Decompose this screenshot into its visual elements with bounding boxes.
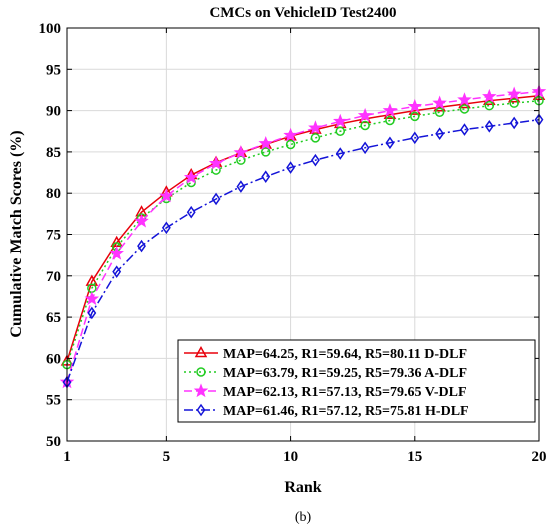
- data-point: [258, 135, 274, 150]
- data-point: [509, 98, 519, 108]
- series-line: [66, 94, 540, 362]
- data-point: [161, 221, 171, 235]
- data-point: [506, 86, 522, 101]
- y-tick-label: 55: [46, 393, 61, 409]
- data-point: [357, 107, 373, 122]
- y-tick-label: 95: [46, 62, 61, 78]
- x-tick-label: 20: [532, 449, 547, 465]
- legend-marker: [193, 383, 209, 398]
- data-point: [435, 127, 445, 141]
- data-point: [432, 95, 447, 110]
- data-point: [382, 102, 398, 117]
- y-tick-label: 75: [46, 228, 61, 244]
- data-point: [360, 141, 370, 155]
- series-line: [66, 99, 540, 365]
- data-point: [310, 133, 321, 143]
- legend-entry: MAP=63.79, R1=59.25, R5=79.36 A-DLF: [184, 366, 467, 381]
- data-point: [482, 88, 497, 103]
- legend-marker: [194, 345, 208, 358]
- data-point: [186, 205, 196, 219]
- legend-entry: MAP=61.46, R1=57.12, R5=75.81 H-DLF: [184, 403, 469, 419]
- legend-label: MAP=61.46, R1=57.12, R5=75.81 H-DLF: [223, 404, 469, 419]
- data-point: [484, 100, 495, 111]
- y-tick-label: 85: [46, 145, 61, 161]
- data-point: [460, 123, 469, 136]
- legend-label: MAP=62.13, R1=57.13, R5=79.65 V-DLF: [223, 385, 467, 400]
- data-point: [385, 115, 395, 126]
- data-point: [233, 145, 249, 159]
- y-tick-label: 90: [46, 104, 61, 120]
- data-point: [308, 120, 323, 135]
- data-point: [385, 136, 395, 150]
- x-tick-label: 5: [163, 449, 171, 465]
- legend-label: MAP=64.25, R1=59.64, R5=80.11 D-DLF: [223, 347, 467, 362]
- series-1: [62, 95, 544, 370]
- legend-label: MAP=63.79, R1=59.25, R5=79.36 A-DLF: [223, 366, 467, 381]
- y-tick-label: 50: [46, 434, 61, 450]
- y-tick-label: 100: [39, 21, 62, 37]
- data-point: [84, 291, 100, 306]
- data-point: [335, 126, 346, 136]
- legend: MAP=64.25, R1=59.64, R5=80.11 D-DLF MAP=6…: [177, 339, 536, 423]
- series-3: [62, 113, 544, 389]
- data-point: [459, 104, 470, 114]
- data-point: [410, 131, 420, 145]
- y-tick-label: 60: [46, 351, 61, 367]
- data-point: [410, 111, 420, 122]
- data-point: [407, 98, 423, 113]
- x-tick-label: 1: [63, 449, 71, 465]
- data-point: [159, 188, 174, 203]
- data-point: [360, 120, 370, 131]
- data-point: [236, 155, 246, 165]
- series-layer: [59, 83, 547, 389]
- legend-entry: MAP=62.13, R1=57.13, R5=79.65 V-DLF: [184, 383, 467, 400]
- data-point: [87, 306, 97, 320]
- data-point: [134, 213, 149, 228]
- data-point: [208, 155, 224, 170]
- data-point: [434, 107, 445, 118]
- y-tick-label: 70: [46, 269, 61, 285]
- legend-marker: [196, 403, 206, 417]
- chart-title: CMCs on VehicleID Test2400: [209, 5, 396, 21]
- data-point: [286, 161, 295, 174]
- x-tick-label: 10: [283, 449, 298, 465]
- data-point: [112, 265, 122, 278]
- legend-marker: [196, 367, 206, 377]
- legend-entry: MAP=64.25, R1=59.64, R5=80.11 D-DLF: [184, 345, 467, 362]
- data-point: [283, 127, 298, 142]
- data-point: [85, 274, 99, 286]
- data-point: [236, 180, 246, 193]
- data-point: [261, 170, 271, 183]
- y-tick-label: 80: [46, 186, 61, 202]
- legend-box: [177, 339, 536, 423]
- y-tick-label: 65: [46, 310, 61, 326]
- data-point: [109, 245, 124, 260]
- series-line: [66, 90, 540, 383]
- figure-caption: (b): [295, 510, 312, 525]
- data-point: [311, 153, 320, 167]
- x-axis-label: Rank: [284, 479, 321, 496]
- data-point: [509, 116, 519, 130]
- data-point: [457, 92, 472, 107]
- data-point: [211, 192, 221, 206]
- data-point: [335, 147, 345, 160]
- y-axis-label: Cumulative Match Scores (%): [8, 130, 25, 337]
- data-point: [285, 139, 296, 150]
- series-line: [66, 118, 540, 383]
- data-point: [137, 239, 146, 253]
- x-tick-label: 15: [407, 449, 422, 465]
- data-point: [183, 169, 199, 184]
- data-point: [260, 147, 271, 157]
- data-point: [332, 113, 348, 128]
- data-point: [484, 119, 494, 133]
